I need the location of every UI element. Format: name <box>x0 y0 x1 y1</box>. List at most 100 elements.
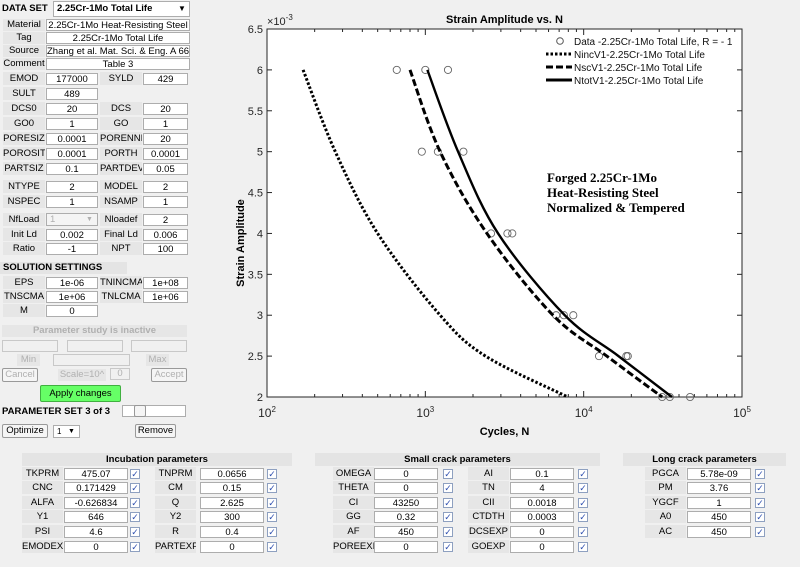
param-field-gg[interactable]: 0.32 <box>374 511 438 523</box>
param-checkbox-omega[interactable]: ✓ <box>443 469 453 479</box>
info-field-comment[interactable]: Table 3 <box>46 58 190 70</box>
param-field-partexp[interactable]: 0 <box>200 541 264 553</box>
param-checkbox-theta[interactable]: ✓ <box>443 483 453 493</box>
param-field-model[interactable]: 2 <box>143 181 188 193</box>
param-field-npt[interactable]: 100 <box>143 243 188 255</box>
param-field-tn[interactable]: 4 <box>510 482 574 494</box>
param-checkbox-pm[interactable]: ✓ <box>755 483 765 493</box>
param-field-pm[interactable]: 3.76 <box>687 482 751 494</box>
param-checkbox-cnc[interactable]: ✓ <box>130 483 140 493</box>
param-field-tkprm[interactable]: 475.07 <box>64 468 128 480</box>
info-field-material[interactable]: 2.25Cr-1Mo Heat-Resisting Steel <box>46 19 190 31</box>
parameter-set-dropdown[interactable]: 1 <box>53 425 80 438</box>
param-field-ai[interactable]: 0.1 <box>510 468 574 480</box>
param-checkbox-q[interactable]: ✓ <box>267 498 277 508</box>
optimize-button[interactable]: Optimize <box>2 424 48 438</box>
param-checkbox-psi[interactable]: ✓ <box>130 527 140 537</box>
param-checkbox-alfa[interactable]: ✓ <box>130 498 140 508</box>
param-field-q[interactable]: 2.625 <box>200 497 264 509</box>
param-field-alfa[interactable]: -0.626834 <box>64 497 128 509</box>
param-field-nsamp[interactable]: 1 <box>143 196 188 208</box>
param-field-af[interactable]: 450 <box>374 526 438 538</box>
param-field-partdev[interactable]: 0.05 <box>143 163 188 175</box>
remove-button[interactable]: Remove <box>135 424 176 438</box>
param-checkbox-y1[interactable]: ✓ <box>130 512 140 522</box>
param-field-sult[interactable]: 489 <box>46 88 98 100</box>
param-checkbox-af[interactable]: ✓ <box>443 527 453 537</box>
param-checkbox-tn[interactable]: ✓ <box>578 483 588 493</box>
param-checkbox-ygcf[interactable]: ✓ <box>755 498 765 508</box>
param-checkbox-r[interactable]: ✓ <box>267 527 277 537</box>
param-checkbox-pgca[interactable]: ✓ <box>755 469 765 479</box>
param-field-go[interactable]: 1 <box>143 118 188 130</box>
param-field-porth[interactable]: 0.0001 <box>143 148 188 160</box>
param-field-syld[interactable]: 429 <box>143 73 188 85</box>
solution-field-tnscma[interactable]: 1e+06 <box>46 291 98 303</box>
param-checkbox-a0[interactable]: ✓ <box>755 512 765 522</box>
param-field-omega[interactable]: 0 <box>374 468 438 480</box>
param-field-nloadef[interactable]: 2 <box>143 214 188 226</box>
solution-field-eps[interactable]: 1e-06 <box>46 277 98 289</box>
param-checkbox-tnprm[interactable]: ✓ <box>267 469 277 479</box>
parameter-set-slider[interactable] <box>122 405 186 417</box>
param-field-dcs0[interactable]: 20 <box>46 103 98 115</box>
param-field-ci[interactable]: 43250 <box>374 497 438 509</box>
param-field-dcsexp[interactable]: 0 <box>510 526 574 538</box>
apply-changes-button[interactable]: Apply changes <box>40 385 121 402</box>
param-field-poresiz[interactable]: 0.0001 <box>46 133 98 145</box>
param-field-dcs[interactable]: 20 <box>143 103 188 115</box>
param-checkbox-ctdth[interactable]: ✓ <box>578 512 588 522</box>
nfload-dropdown[interactable]: 1 <box>46 213 98 226</box>
param-field-a0[interactable]: 450 <box>687 511 751 523</box>
param-field-partsiz[interactable]: 0.1 <box>46 163 98 175</box>
param-field-emod[interactable]: 177000 <box>46 73 98 85</box>
param-field-emodexi[interactable]: 0 <box>64 541 128 553</box>
solution-field-tnlcma[interactable]: 1e+06 <box>143 291 188 303</box>
slider-thumb[interactable] <box>134 405 146 417</box>
param-checkbox-emodexi[interactable]: ✓ <box>130 542 140 552</box>
param-field-cnc[interactable]: 0.171429 <box>64 482 128 494</box>
param-checkbox-partexp[interactable]: ✓ <box>267 542 277 552</box>
solution-field-m[interactable]: 0 <box>46 305 98 317</box>
info-field-tag[interactable]: 2.25Cr-1Mo Total Life <box>46 32 190 44</box>
param-checkbox-cii[interactable]: ✓ <box>578 498 588 508</box>
param-field-porenni[interactable]: 20 <box>143 133 188 145</box>
panel-header-incubation-parameters: Incubation parameters <box>22 453 292 466</box>
data-set-dropdown[interactable]: 2.25Cr-1Mo Total Life <box>53 1 190 17</box>
param-checkbox-gg[interactable]: ✓ <box>443 512 453 522</box>
param-label-go: GO <box>100 117 142 130</box>
param-field-porosit[interactable]: 0.0001 <box>46 148 98 160</box>
param-field-r[interactable]: 0.4 <box>200 526 264 538</box>
param-field-theta[interactable]: 0 <box>374 482 438 494</box>
param-checkbox-tkprm[interactable]: ✓ <box>130 469 140 479</box>
param-checkbox-cm[interactable]: ✓ <box>267 483 277 493</box>
param-field-final-ld[interactable]: 0.006 <box>143 229 188 241</box>
param-checkbox-y2[interactable]: ✓ <box>267 512 277 522</box>
param-field-ntype[interactable]: 2 <box>46 181 98 193</box>
param-field-ac[interactable]: 450 <box>687 526 751 538</box>
param-field-nspec[interactable]: 1 <box>46 196 98 208</box>
param-field-poreexi[interactable]: 0 <box>374 541 438 553</box>
y-tick-label: 5.5 <box>248 106 263 118</box>
param-field-psi[interactable]: 4.6 <box>64 526 128 538</box>
param-checkbox-dcsexp[interactable]: ✓ <box>578 527 588 537</box>
param-field-cm[interactable]: 0.15 <box>200 482 264 494</box>
param-checkbox-goexp[interactable]: ✓ <box>578 542 588 552</box>
param-field-ratio[interactable]: -1 <box>46 243 98 255</box>
param-checkbox-ci[interactable]: ✓ <box>443 498 453 508</box>
param-field-ctdth[interactable]: 0.0003 <box>510 511 574 523</box>
param-field-ygcf[interactable]: 1 <box>687 497 751 509</box>
solution-field-tnincma[interactable]: 1e+08 <box>143 277 188 289</box>
param-checkbox-poreexi[interactable]: ✓ <box>443 542 453 552</box>
param-field-y1[interactable]: 646 <box>64 511 128 523</box>
param-checkbox-ai[interactable]: ✓ <box>578 469 588 479</box>
info-field-source[interactable]: Zhang et al. Mat. Sci. & Eng. A 667 (. <box>46 45 190 57</box>
param-field-init-ld[interactable]: 0.002 <box>46 229 98 241</box>
param-field-go0[interactable]: 1 <box>46 118 98 130</box>
param-field-tnprm[interactable]: 0.0656 <box>200 468 264 480</box>
param-field-cii[interactable]: 0.0018 <box>510 497 574 509</box>
param-field-y2[interactable]: 300 <box>200 511 264 523</box>
param-field-pgca[interactable]: 5.78e-09 <box>687 468 751 480</box>
param-checkbox-ac[interactable]: ✓ <box>755 527 765 537</box>
param-field-goexp[interactable]: 0 <box>510 541 574 553</box>
